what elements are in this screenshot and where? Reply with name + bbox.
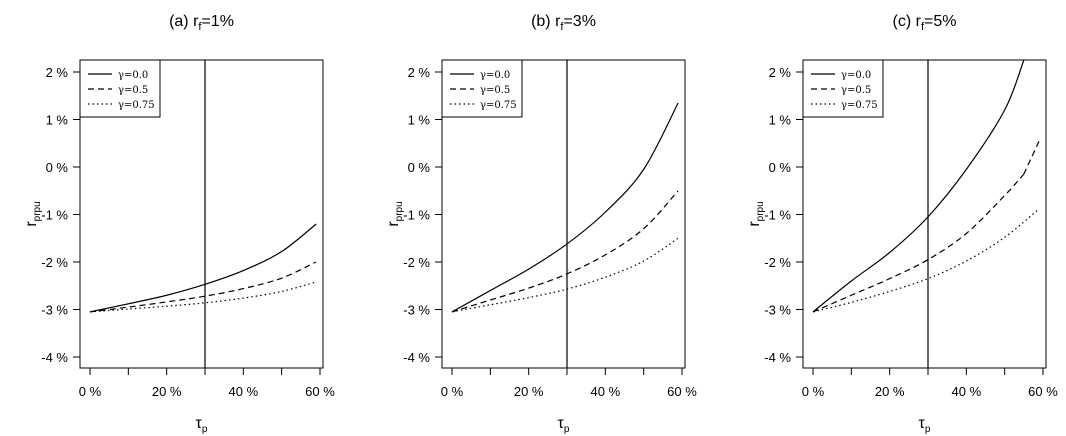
y-tick-label: -4 %: [764, 350, 791, 365]
series-line-dashed: [1023, 140, 1040, 175]
y-tick-label: -1 %: [41, 208, 68, 223]
x-tick-label: 0 %: [79, 384, 102, 399]
x-axis-label: τp: [196, 415, 208, 435]
y-axis-label-group: rprpu: [385, 201, 405, 226]
y-axis-label: rprpu: [385, 201, 405, 226]
legend-label: γ=0.75: [480, 100, 517, 111]
y-axis-label: rprpu: [23, 201, 43, 226]
y-tick-label: -3 %: [403, 303, 430, 318]
x-tick-label: 20 %: [514, 384, 544, 399]
series-line-solid: [89, 223, 317, 313]
legend-box: [79, 59, 161, 118]
series-line-dotted: [451, 237, 679, 313]
y-tick-label: -1 %: [764, 208, 791, 223]
y-axis-label: rprpu: [746, 201, 766, 226]
x-tick-label: 20 %: [152, 384, 182, 399]
y-tick-label: -1 %: [403, 208, 430, 223]
y-tick-label: 1 %: [769, 113, 792, 128]
chart-title: (b) rf=3%: [531, 13, 596, 33]
chart-title: (a) rf=1%: [169, 13, 234, 33]
y-tick-label: -3 %: [764, 303, 791, 318]
x-axis-label: τp: [919, 415, 931, 435]
legend-label: γ=0.5: [480, 85, 510, 96]
legend: γ=0.0 γ=0.5 γ=0.75: [802, 59, 884, 118]
series-line-dashed: [812, 173, 1025, 313]
y-axis-label-group: rprpu: [746, 201, 766, 226]
y-tick-label: 0 %: [408, 160, 431, 175]
x-tick-label: 0 %: [441, 384, 464, 399]
chart-title: (c) rf=5%: [893, 13, 957, 33]
y-tick-label: -4 %: [41, 350, 68, 365]
x-tick-label: 60 %: [305, 384, 335, 399]
chart-panel-1: (a) rf=1% 2 % 1 % 0 % -1 % -2 % -3 % -4 % 0 % 20 …: [23, 13, 335, 435]
legend-label: γ=0.75: [118, 100, 155, 111]
y-tick-label: -2 %: [403, 255, 430, 270]
x-axis-label: τp: [558, 415, 570, 435]
legend-label: γ=0.0: [480, 70, 510, 81]
series-line-solid: [451, 102, 679, 313]
y-tick-label: 2 %: [769, 65, 792, 80]
chart-panel-3: (c) rf=5% 2 % 1 % 0 % -1 % -2 % -3 % -4 % 0 % 20 …: [746, 13, 1058, 435]
y-tick-label: 1 %: [408, 113, 431, 128]
series-line-dashed: [89, 261, 317, 313]
legend-label: γ=0.5: [841, 85, 871, 96]
legend-label: γ=0.75: [841, 100, 878, 111]
legend: γ=0.0 γ=0.5 γ=0.75: [441, 59, 523, 118]
x-tick-label: 40 %: [229, 384, 259, 399]
y-tick-label: 0 %: [769, 160, 792, 175]
legend-label: γ=0.0: [841, 70, 871, 81]
y-tick-label: 0 %: [46, 160, 69, 175]
legend-label: γ=0.0: [118, 70, 148, 81]
y-tick-label: -2 %: [41, 255, 68, 270]
y-tick-label: -3 %: [41, 303, 68, 318]
x-tick-label: 0 %: [802, 384, 825, 399]
legend: γ=0.0 γ=0.5 γ=0.75: [79, 59, 161, 118]
x-tick-label: 40 %: [591, 384, 621, 399]
y-tick-label: -4 %: [403, 350, 430, 365]
x-tick-label: 40 %: [952, 384, 982, 399]
x-tick-label: 20 %: [875, 384, 905, 399]
y-tick-label: 1 %: [46, 113, 69, 128]
chart-panel-2: (b) rf=3% 2 % 1 % 0 % -1 % -2 % -3 % -4 % 0 % 20 …: [385, 13, 697, 435]
x-tick-label: 60 %: [667, 384, 697, 399]
y-tick-label: 2 %: [408, 65, 431, 80]
y-tick-label: 2 %: [46, 65, 69, 80]
series-line-dashed: [451, 190, 679, 313]
series-line-dotted: [812, 208, 1040, 313]
series-line-solid: [812, 60, 1025, 313]
y-tick-label: -2 %: [764, 255, 791, 270]
x-tick-label: 60 %: [1028, 384, 1058, 399]
legend-label: γ=0.5: [118, 85, 148, 96]
y-axis-label-group: rprpu: [23, 201, 43, 226]
